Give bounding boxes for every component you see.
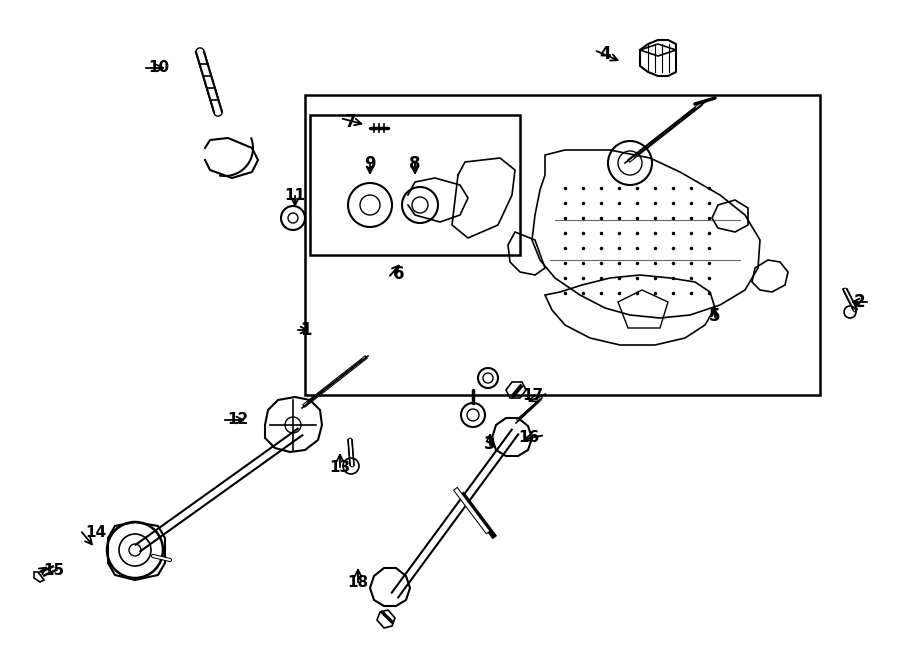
Text: 16: 16 [518, 430, 540, 445]
Polygon shape [640, 40, 676, 76]
Text: 13: 13 [329, 460, 351, 475]
Text: 9: 9 [364, 155, 376, 173]
Polygon shape [205, 138, 258, 178]
Text: 18: 18 [347, 575, 369, 590]
Bar [310, 115, 520, 255]
Text: 2: 2 [853, 293, 865, 311]
Text: 4: 4 [599, 45, 610, 63]
Text: 8: 8 [410, 155, 421, 173]
Text: 3: 3 [484, 435, 496, 453]
Text: 17: 17 [522, 388, 543, 403]
Text: 12: 12 [227, 412, 248, 428]
Text: 14: 14 [85, 525, 106, 540]
Text: 7: 7 [345, 113, 356, 131]
Text: 11: 11 [284, 188, 305, 203]
Bar [305, 95, 820, 395]
Text: 1: 1 [300, 321, 311, 339]
Text: 6: 6 [393, 265, 404, 283]
Text: 10: 10 [148, 61, 169, 75]
Polygon shape [452, 158, 515, 238]
Text: 5: 5 [709, 307, 721, 325]
Text: 15: 15 [43, 563, 64, 578]
Polygon shape [408, 178, 468, 222]
